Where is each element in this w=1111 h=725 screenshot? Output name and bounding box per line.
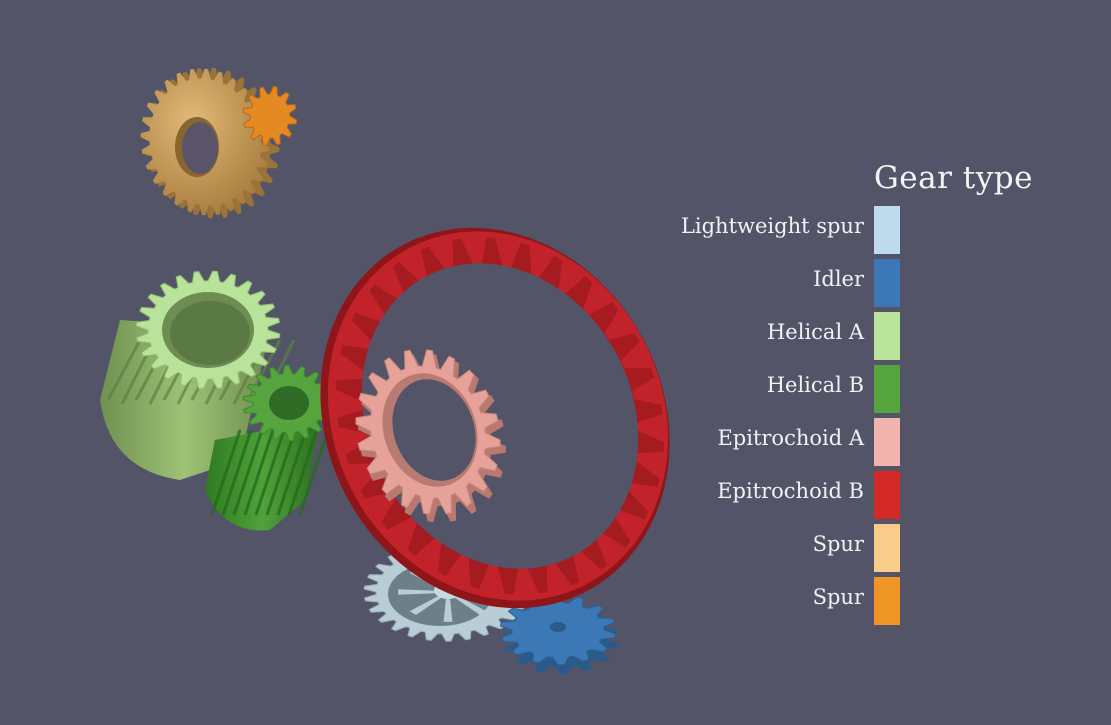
legend-item: Idler — [660, 259, 900, 307]
legend-item-label: Spur — [812, 585, 864, 609]
legend-item-label: Idler — [813, 267, 864, 291]
epitrochoid-ring — [320, 227, 670, 609]
legend-item-label: Lightweight spur — [680, 214, 864, 238]
legend-item-swatch — [874, 418, 900, 466]
legend-item-swatch — [874, 365, 900, 413]
epitrochoid-inner — [355, 349, 506, 523]
legend-item: Spur — [660, 524, 900, 572]
legend-item-label: Spur — [812, 532, 864, 556]
legend-item-swatch — [874, 577, 900, 625]
legend-item-label: Epitrochoid B — [717, 479, 864, 503]
legend-item: Spur — [660, 577, 900, 625]
idler-gear — [499, 594, 619, 675]
legend-item: Epitrochoid B — [660, 471, 900, 519]
legend-item-swatch — [874, 312, 900, 360]
legend-item-swatch — [874, 524, 900, 572]
legend-item-swatch — [874, 206, 900, 254]
legend-item-swatch — [874, 471, 900, 519]
legend-item: Helical B — [660, 365, 900, 413]
legend-item-label: Helical A — [766, 320, 864, 344]
legend-item-swatch — [874, 259, 900, 307]
legend-item: Epitrochoid A — [660, 418, 900, 466]
legend-item: Helical A — [660, 312, 900, 360]
legend-title: Gear type — [874, 160, 1033, 196]
legend-item-label: Epitrochoid A — [717, 426, 864, 450]
helical-gear-b — [205, 364, 336, 531]
spur-gear-large — [140, 67, 280, 219]
legend-item-label: Helical B — [766, 373, 864, 397]
legend-item: Lightweight spur — [660, 206, 900, 254]
spur-gear-small — [242, 85, 298, 147]
